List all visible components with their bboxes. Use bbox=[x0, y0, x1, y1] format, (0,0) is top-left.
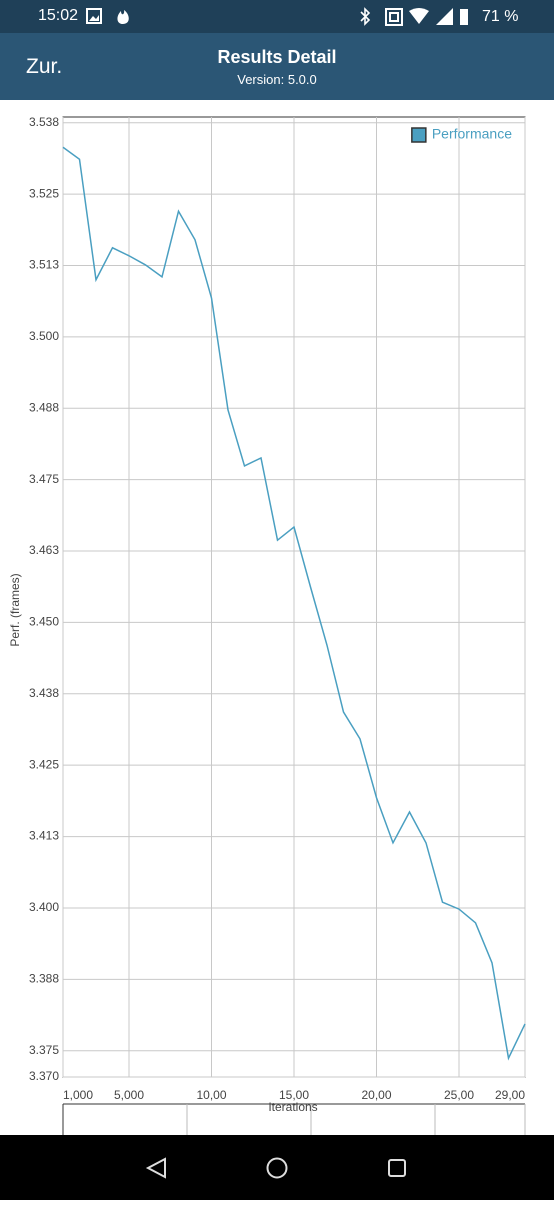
next-panel bbox=[62, 1103, 526, 1135]
app-bar: Zur. Results Detail Version: 5.0.0 bbox=[0, 33, 554, 100]
y-tick-label: 3.525 bbox=[29, 186, 59, 200]
chart: 3.370 3.375 3.388 3.400 3.413 3.425 3.438 3.450… bbox=[8, 115, 526, 1135]
x-tick-label: 25,00 bbox=[444, 1088, 474, 1102]
x-tick-label: 20,00 bbox=[361, 1088, 391, 1102]
y-tick-label: 3.488 bbox=[29, 400, 59, 414]
y-tick-label: 3.500 bbox=[29, 329, 59, 343]
y-axis-label: Perf. (frames) bbox=[8, 573, 22, 646]
y-tick-label: 3.463 bbox=[29, 543, 59, 557]
x-tick-label: 15,00 bbox=[279, 1088, 309, 1102]
y-tick-label: 3.375 bbox=[29, 1043, 59, 1057]
battery-level: 71 % bbox=[482, 8, 519, 25]
system-icons bbox=[360, 7, 468, 26]
y-tick-label: 3.475 bbox=[29, 472, 59, 486]
y-tick-label: 3.513 bbox=[29, 258, 59, 272]
x-tick-label: 29,00 bbox=[495, 1088, 525, 1102]
y-tick-label: 3.370 bbox=[29, 1069, 59, 1083]
y-tick-label: 3.538 bbox=[29, 115, 59, 129]
x-tick-label: 5,000 bbox=[114, 1088, 144, 1102]
x-tick-label: 10,00 bbox=[196, 1088, 226, 1102]
y-tick-label: 3.413 bbox=[29, 829, 59, 843]
legend-swatch bbox=[411, 127, 427, 143]
status-icons bbox=[86, 8, 129, 24]
navigation-bar bbox=[0, 1135, 554, 1200]
nav-home[interactable] bbox=[266, 1157, 288, 1179]
y-tick-label: 3.388 bbox=[29, 972, 59, 986]
y-tick-label: 3.438 bbox=[29, 686, 59, 700]
y-tick-label: 3.425 bbox=[29, 757, 59, 771]
version: Version: 5.0.0 bbox=[237, 72, 317, 87]
y-tick-label: 3.450 bbox=[29, 615, 59, 629]
x-axis-label: Iterations bbox=[268, 1100, 317, 1114]
legend-label: Performance bbox=[432, 126, 512, 142]
x-tick-label: 1,000 bbox=[63, 1088, 93, 1102]
nav-buttons bbox=[145, 1157, 406, 1179]
page-title: Results Detail bbox=[217, 47, 337, 67]
y-tick-label: 3.400 bbox=[29, 900, 59, 914]
nav-back[interactable] bbox=[145, 1157, 166, 1179]
back-button[interactable]: Zur. bbox=[26, 55, 63, 78]
clock: 15:02 bbox=[38, 7, 79, 24]
data-line bbox=[62, 146, 526, 1061]
status-bar: 15:02 71 % bbox=[0, 0, 554, 33]
nav-recents[interactable] bbox=[388, 1159, 406, 1177]
